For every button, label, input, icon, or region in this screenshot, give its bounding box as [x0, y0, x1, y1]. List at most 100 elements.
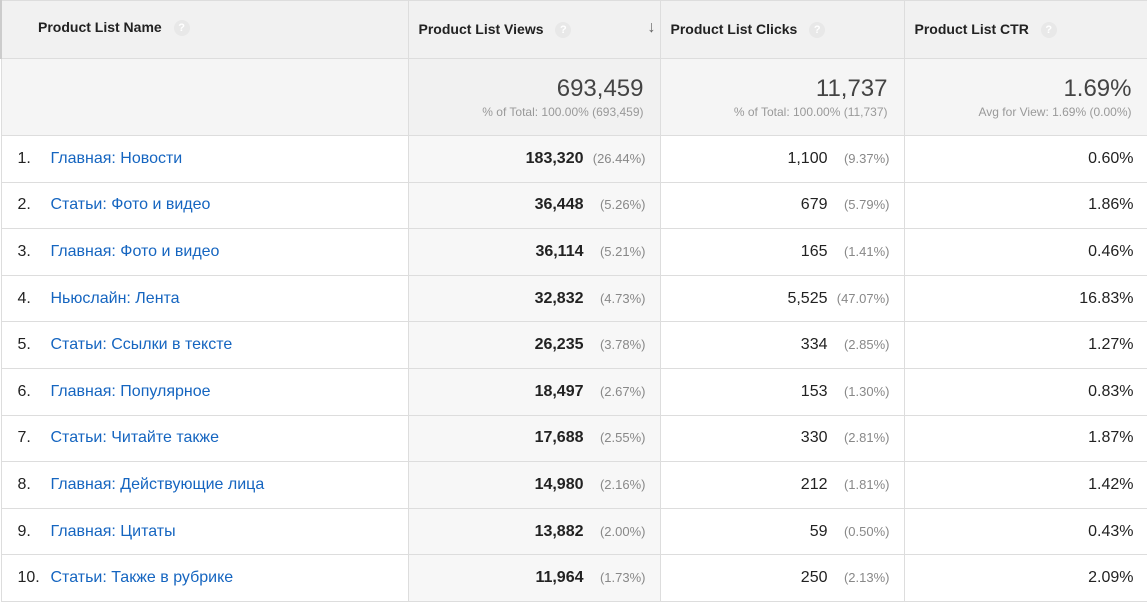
row-clicks-percent: (0.50%) [843, 523, 890, 539]
product-list-link[interactable]: Статьи: Также в рубрике [50, 569, 234, 587]
help-icon[interactable]: ? [555, 22, 572, 39]
row-ctr-cell: 1.86% [903, 181, 1147, 230]
totals-clicks-cell: 11,737 % of Total: 100.00% (11,737) [659, 58, 905, 136]
row-ctr-cell: 0.60% [903, 135, 1147, 183]
row-clicks-percent: (47.07%) [836, 290, 890, 306]
table-row: 10. Статьи: Также в рубрике 11,964 (1.73%) 2… [0, 554, 1147, 602]
totals-views-subtext: % of Total: 100.00% (693,459) [482, 105, 644, 119]
totals-row: 693,459 % of Total: 100.00% (693,459) 11… [0, 58, 1147, 136]
help-icon[interactable]: ? [809, 22, 826, 39]
header-product-list-ctr[interactable]: Product List CTR ? [903, 0, 1147, 59]
row-views-value: 18,497 [534, 382, 584, 400]
row-ctr-value: 0.83% [1088, 382, 1134, 400]
row-ctr-value: 0.60% [1088, 149, 1134, 167]
row-views-value: 183,320 [525, 149, 584, 167]
row-views-cell: 18,497 (2.67%) [407, 367, 661, 416]
product-list-link[interactable]: Главная: Действующие лица [50, 475, 265, 493]
row-clicks-value: 5,525 [787, 289, 828, 307]
row-clicks-percent: (2.81%) [843, 430, 890, 446]
row-clicks-value: 59 [809, 522, 828, 540]
row-views-percent: (2.55%) [599, 430, 646, 446]
row-views-percent: (2.00%) [599, 523, 646, 539]
row-views-cell: 11,964 (1.73%) [407, 554, 661, 602]
row-clicks-value: 165 [800, 242, 828, 260]
row-views-cell: 183,320 (26.44%) [407, 135, 661, 183]
row-index: 3. [17, 242, 31, 260]
row-clicks-cell: 5,525 (47.07%) [659, 274, 905, 323]
row-views-percent: (3.78%) [599, 337, 646, 353]
row-views-percent: (2.67%) [599, 383, 646, 399]
product-list-link[interactable]: Главная: Фото и видео [50, 242, 220, 260]
row-views-value: 17,688 [534, 429, 584, 447]
row-views-cell: 36,448 (5.26%) [407, 181, 661, 230]
row-name-cell: 3. Главная: Фото и видео [0, 228, 409, 276]
row-ctr-value: 1.86% [1088, 196, 1134, 214]
product-list-link[interactable]: Главная: Новости [50, 149, 183, 167]
row-ctr-cell: 1.87% [903, 414, 1147, 463]
row-name-cell: 2. Статьи: Фото и видео [0, 181, 409, 230]
row-views-cell: 13,882 (2.00%) [407, 507, 661, 556]
row-clicks-percent: (1.41%) [843, 243, 890, 259]
row-name-cell: 9. Главная: Цитаты [0, 507, 409, 556]
row-views-percent: (1.73%) [599, 570, 646, 586]
row-clicks-value: 334 [800, 336, 828, 354]
totals-ctr: 1.69% [1063, 75, 1132, 102]
row-name-cell: 5. Статьи: Ссылки в тексте [0, 321, 409, 369]
row-ctr-value: 16.83% [1079, 289, 1134, 307]
header-product-list-name[interactable]: Product List Name ? [0, 0, 409, 59]
table-row: 9. Главная: Цитаты 13,882 (2.00%) 59 (0.50%) 0… [0, 507, 1147, 556]
row-views-cell: 36,114 (5.21%) [407, 228, 661, 276]
table-row: 3. Главная: Фото и видео 36,114 (5.21%) 165 (… [0, 228, 1147, 276]
row-index: 7. [17, 429, 31, 447]
row-name-cell: 6. Главная: Популярное [0, 367, 409, 416]
row-views-cell: 26,235 (3.78%) [407, 321, 661, 369]
header-label: Product List Name [38, 19, 162, 35]
table-row: 2. Статьи: Фото и видео 36,448 (5.26%) 679 (5… [0, 181, 1147, 230]
product-list-link[interactable]: Ньюслайн: Лента [50, 289, 180, 307]
row-clicks-percent: (2.13%) [843, 570, 890, 586]
product-list-link[interactable]: Статьи: Ссылки в тексте [50, 336, 233, 354]
row-clicks-value: 212 [800, 475, 828, 493]
row-name-cell: 10. Статьи: Также в рубрике [0, 554, 409, 602]
row-name-cell: 4. Ньюслайн: Лента [0, 274, 409, 323]
row-ctr-cell: 0.83% [903, 367, 1147, 416]
row-ctr-value: 1.87% [1088, 429, 1134, 447]
sort-down-arrow-icon[interactable]: ↓ [647, 19, 656, 36]
row-clicks-cell: 1,100 (9.37%) [659, 135, 905, 183]
row-index: 4. [17, 289, 31, 307]
row-clicks-percent: (1.81%) [843, 476, 890, 492]
header-row: Product List Name ? Product List Views ?… [0, 0, 1147, 59]
header-product-list-clicks[interactable]: Product List Clicks ? [659, 0, 905, 59]
row-clicks-percent: (9.37%) [843, 150, 890, 166]
row-views-percent: (4.73%) [599, 290, 646, 306]
table-row: 6. Главная: Популярное 18,497 (2.67%) 153 (1.… [0, 367, 1147, 416]
row-index: 8. [17, 475, 31, 493]
row-ctr-cell: 2.09% [903, 554, 1147, 602]
row-clicks-percent: (1.30%) [843, 383, 890, 399]
row-ctr-value: 0.43% [1088, 522, 1134, 540]
header-product-list-views[interactable]: Product List Views ? ↓ [407, 0, 661, 59]
row-ctr-cell: 1.27% [903, 321, 1147, 369]
totals-views: 693,459 [556, 75, 644, 102]
row-views-cell: 32,832 (4.73%) [407, 274, 661, 323]
product-list-link[interactable]: Главная: Цитаты [50, 522, 176, 540]
totals-ctr-subtext: Avg for View: 1.69% (0.00%) [978, 105, 1132, 119]
row-views-value: 14,980 [534, 475, 584, 493]
table-row: 8. Главная: Действующие лица 14,980 (2.16%)… [0, 461, 1147, 509]
row-ctr-value: 2.09% [1088, 569, 1134, 587]
totals-clicks-subtext: % of Total: 100.00% (11,737) [733, 105, 888, 119]
row-clicks-value: 1,100 [787, 149, 828, 167]
help-icon[interactable]: ? [173, 20, 190, 37]
header-label: Product List Views [418, 20, 544, 37]
row-index: 9. [17, 522, 31, 540]
row-clicks-cell: 334 (2.85%) [659, 321, 905, 369]
help-icon[interactable]: ? [1040, 22, 1057, 39]
row-ctr-cell: 0.46% [903, 228, 1147, 276]
row-ctr-value: 1.42% [1088, 475, 1134, 493]
row-clicks-value: 153 [800, 382, 828, 400]
product-list-link[interactable]: Статьи: Читайте также [50, 429, 219, 447]
product-list-link[interactable]: Главная: Популярное [50, 382, 211, 400]
row-views-percent: (5.21%) [599, 243, 646, 259]
product-list-link[interactable]: Статьи: Фото и видео [50, 196, 211, 214]
